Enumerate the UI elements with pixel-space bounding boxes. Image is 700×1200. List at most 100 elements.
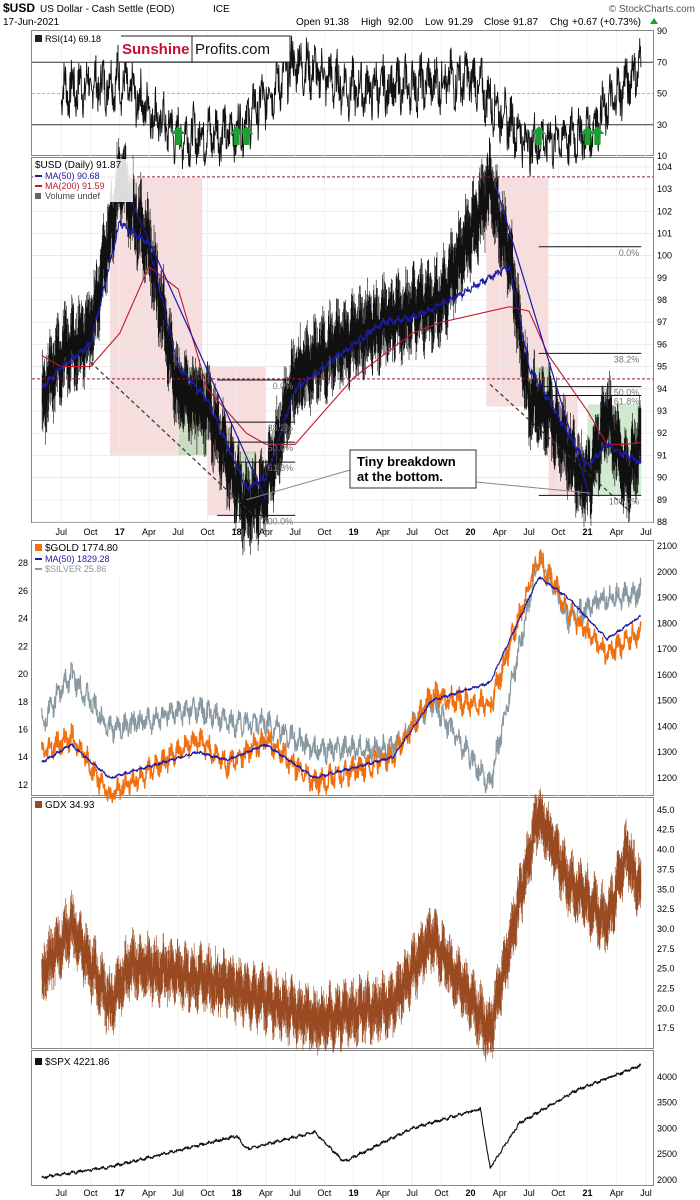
rsi-line xyxy=(60,35,642,177)
sunshine-profits-logo: Sunshine Profits.com xyxy=(117,35,291,63)
rsi-tick-label: 50 xyxy=(657,89,667,99)
chg-label: Chg xyxy=(550,17,568,28)
fib-2020-label-3: 61.8% xyxy=(614,396,640,406)
spx-line xyxy=(41,1063,642,1179)
gold-tick-label: 1500 xyxy=(657,696,677,706)
gold-tick-label: 1700 xyxy=(657,644,677,654)
close-label: Close xyxy=(484,17,510,28)
x-axis-bottom-label: Jul xyxy=(523,1188,535,1198)
rsi-legend: RSI(14) 69.18 xyxy=(33,32,121,45)
spx-tick-label: 2000 xyxy=(657,1175,677,1185)
open-label: Open xyxy=(296,17,320,28)
close-value: 91.87 xyxy=(513,17,538,28)
logo-part2: Profits.com xyxy=(195,41,270,58)
usd-legend: $USD (Daily) 91.87 MA(50) 90.68 MA(200) … xyxy=(33,159,133,202)
x-axis-top-label: Oct xyxy=(317,527,332,537)
gold-tick-label: 2000 xyxy=(657,567,677,577)
x-axis-top-label: Apr xyxy=(493,527,507,537)
spx-tick-label: 2500 xyxy=(657,1149,677,1159)
silver-tick-label: 14 xyxy=(18,752,28,762)
rsi-tick-label: 90 xyxy=(657,26,667,36)
green-arrow-icon xyxy=(239,126,254,145)
fib-2020-label-2: 50.0% xyxy=(614,388,640,398)
fib-2018-label-1: 38.2% xyxy=(268,423,294,433)
gdx-tick-label: 30.0 xyxy=(657,924,675,934)
rsi-tick-label: 70 xyxy=(657,57,667,67)
rsi-tick-label: 30 xyxy=(657,120,667,130)
x-axis-top-label: 17 xyxy=(115,527,125,537)
gold-tick-label: 1600 xyxy=(657,670,677,680)
low-label: Low xyxy=(425,17,444,28)
x-axis-bottom-label: 20 xyxy=(466,1188,476,1198)
x-axis-bottom-label: Jul xyxy=(172,1188,184,1198)
spx-tick-label: 4000 xyxy=(657,1072,677,1082)
x-axis-top-label: Jul xyxy=(172,527,184,537)
breakdown-callout: Tiny breakdown at the bottom. xyxy=(349,449,477,489)
logo-part1: Sunshine xyxy=(122,41,190,58)
usd-tick-label: 99 xyxy=(657,273,667,283)
x-axis-top-label: Oct xyxy=(434,527,449,537)
high-label: High xyxy=(361,17,382,28)
green-arrow-icon xyxy=(171,126,186,145)
usd-tick-label: 89 xyxy=(657,495,667,505)
support-dashed-2020 xyxy=(489,383,630,512)
usd-ma200-line xyxy=(41,266,642,445)
fib-2020-label-0: 0.0% xyxy=(619,248,640,258)
usd-tick-label: 92 xyxy=(657,428,667,438)
usd-tick-label: 95 xyxy=(657,362,667,372)
spx-title: $SPX 4221.86 xyxy=(45,1057,110,1068)
x-axis-top-label: Jul xyxy=(406,527,418,537)
x-axis-bottom-label: 19 xyxy=(349,1188,359,1198)
x-axis-bottom-label: Apr xyxy=(142,1188,156,1198)
silver-tick-label: 26 xyxy=(18,586,28,596)
x-axis-top-label: Jul xyxy=(523,527,535,537)
usd-ma50-legend: MA(50) 90.68 xyxy=(45,171,100,181)
x-axis-top-label: Apr xyxy=(376,527,390,537)
silver-tick-label: 18 xyxy=(18,697,28,707)
gdx-tick-label: 45.0 xyxy=(657,805,675,815)
gdx-tick-label: 25.0 xyxy=(657,964,675,974)
gdx-line xyxy=(41,807,642,1043)
usd-tick-label: 102 xyxy=(657,206,672,216)
x-axis-top-label: Apr xyxy=(259,527,273,537)
rsi-title: RSI(14) 69.18 xyxy=(45,34,101,44)
x-axis-top-label: 20 xyxy=(466,527,476,537)
fib-2018-label-4: 100.0% xyxy=(263,516,294,526)
series-lines xyxy=(41,35,642,1179)
open-value: 91.38 xyxy=(324,17,349,28)
usd-tick-label: 104 xyxy=(657,162,672,172)
fib-2018-label-0: 0.0% xyxy=(273,381,294,391)
fib-2018-label-3: 61.8% xyxy=(268,463,294,473)
usd-tick-label: 93 xyxy=(657,406,667,416)
usd-ma50-line xyxy=(41,220,642,492)
usd-tick-label: 88 xyxy=(657,517,667,527)
usd-tick-label: 101 xyxy=(657,228,672,238)
gdx-legend: GDX 34.93 xyxy=(35,800,95,811)
support-dashed-2017 xyxy=(90,361,257,518)
gold-tick-label: 1400 xyxy=(657,721,677,731)
gdx-tick-label: 40.0 xyxy=(657,845,675,855)
usd-title: $USD (Daily) 91.87 xyxy=(35,160,122,171)
green-arrow-icon xyxy=(531,126,546,145)
usd-tick-label: 98 xyxy=(657,295,667,305)
usd-price-bars xyxy=(41,164,642,528)
gold-tick-label: 2100 xyxy=(657,541,677,551)
gdx-tick-label: 20.0 xyxy=(657,1003,675,1013)
x-axis-bottom-label: Oct xyxy=(200,1188,215,1198)
gold-tick-label: 1200 xyxy=(657,773,677,783)
gold-tick-label: 1800 xyxy=(657,618,677,628)
chart-date: 17-Jun-2021 xyxy=(3,17,60,28)
usd-tick-label: 90 xyxy=(657,473,667,483)
x-axis-top-label: Oct xyxy=(200,527,215,537)
x-axis-bottom-label: Oct xyxy=(434,1188,449,1198)
silver-tick-label: 12 xyxy=(18,780,28,790)
gdx-tick-label: 22.5 xyxy=(657,983,675,993)
x-axis-bottom-label: Jul xyxy=(289,1188,301,1198)
gdx-tick-label: 37.5 xyxy=(657,864,675,874)
x-axis-bottom-label: Oct xyxy=(83,1188,98,1198)
x-axis-top-label: 18 xyxy=(232,527,242,537)
x-axis-top-label: Apr xyxy=(142,527,156,537)
annotations: 0.0%38.2%50.0%61.8%100.0%0.0%38.2%50.0%6… xyxy=(32,126,653,526)
